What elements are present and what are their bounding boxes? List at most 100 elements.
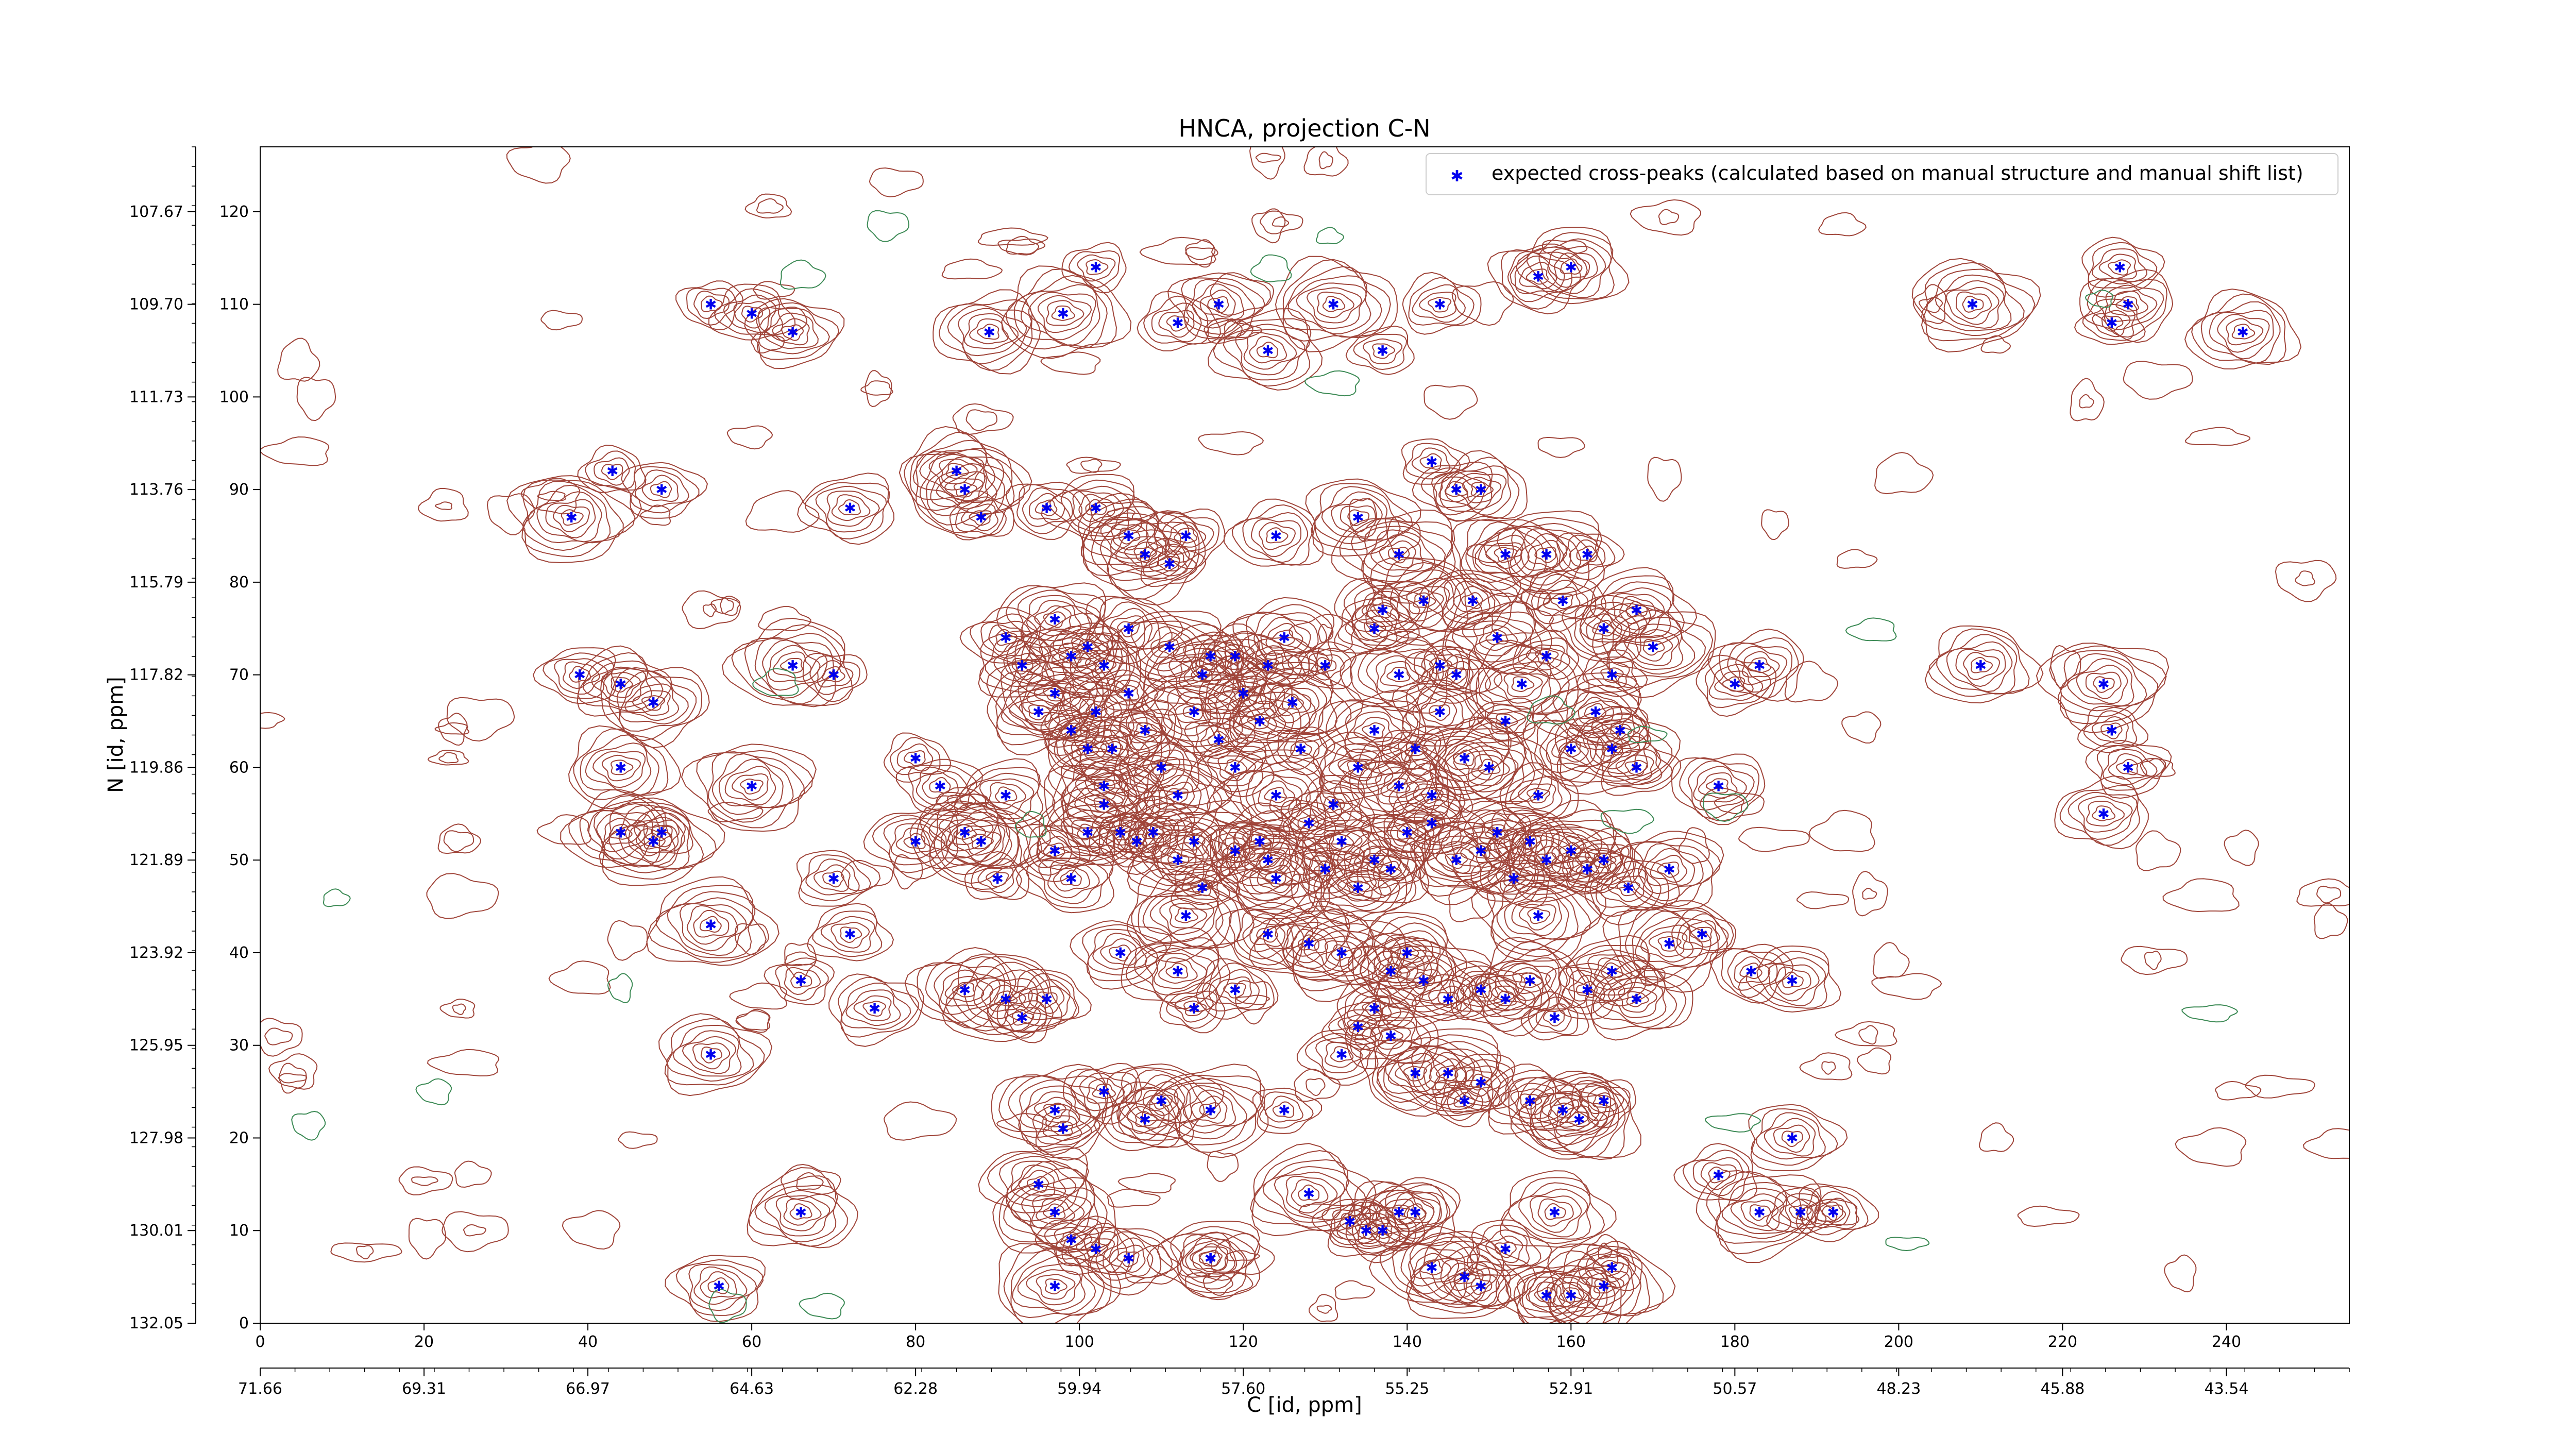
contour-line [1469,639,1579,725]
noise-contour [952,403,1014,435]
contour-line [681,744,817,832]
contour-line [1340,631,1449,714]
contour-line [1113,730,1213,801]
noise-contour [411,1176,438,1186]
contour-line [822,870,844,888]
cross-peak-marker: ✱ [1098,778,1110,795]
cross-peak-marker: ✱ [1598,1278,1609,1295]
contour-line [1445,465,1512,516]
cross-peak-marker: ✱ [1713,1167,1724,1184]
cross-peak-marker: ✱ [1229,842,1241,859]
contour-line [1142,1088,1179,1116]
contour-line [762,639,828,691]
cross-peak-marker: ✱ [1057,306,1069,323]
contour-line [1751,1108,1838,1166]
contour-line [1380,1028,1404,1044]
contour-line [1692,1157,1744,1196]
cross-peak-marker: ✱ [1507,870,1519,887]
contour-line [805,482,890,539]
cross-peak-marker: ✱ [1032,704,1044,721]
cross-peak-marker: ✱ [1426,1259,1437,1276]
cross-peak-marker: ✱ [1606,667,1618,684]
contour-line [733,301,771,329]
contour-line [1232,700,1286,739]
contour-line [1042,1203,1066,1220]
noise-contour [1198,431,1264,455]
noise-contour [1207,1151,1239,1182]
contour-line [1142,544,1198,581]
noise-contour [1251,208,1286,244]
contour-line [1419,291,1457,318]
contour-line [632,690,671,716]
contour-line [1068,250,1121,289]
contour-line [1133,547,1157,563]
contour-line [1151,842,1204,881]
contour-line [1590,581,1674,638]
x-tick-label: 140 [1393,1333,1422,1351]
contour-line [1612,593,1665,631]
contour-line [1086,259,1109,275]
contour-line [1781,1131,1803,1148]
contour-line [976,324,999,340]
contour-line [1567,835,1635,886]
contour-line [988,624,1025,653]
contour-line [1435,722,1545,804]
contour-line [1127,800,1252,893]
contour-line [1518,903,1556,931]
noise-contour [443,830,474,852]
noise-contour [1808,809,1875,852]
cross-peak-marker: ✱ [827,667,839,684]
contour-line [1616,880,1640,897]
cross-peak-marker: ✱ [1565,740,1577,757]
noise-contour [260,1018,303,1057]
contour-line [1184,717,1256,764]
cross-peak-marker: ✱ [1589,704,1601,721]
contour-line [959,606,1043,665]
contour-line [2115,296,2139,312]
contour-line [1511,829,1548,857]
negative-contour [1315,227,1344,245]
contour-line [1592,1255,1630,1283]
cross-peak-marker: ✱ [1377,602,1388,619]
contour-line [707,1277,730,1294]
cross-peak-marker: ✱ [1188,704,1200,721]
cross-peak-marker: ✱ [1713,778,1724,795]
contour-line [1619,837,1721,907]
contour-line [679,903,748,952]
contour-line [624,683,680,721]
contour-line [1357,648,1437,708]
contour-line [1318,736,1404,794]
contour-line [1070,694,1122,733]
contour-line [764,957,835,1005]
contour-line [1534,546,1556,563]
contour-line [883,818,954,866]
cross-peak-marker: ✱ [1295,740,1307,757]
contour-line [641,695,665,711]
noise-contour [1260,210,1303,234]
contour-line [1149,894,1218,942]
contour-line [1204,837,1335,926]
noise-contour [1318,623,1334,643]
contour-line [1146,1220,1261,1298]
noise-contour [548,960,611,995]
contour-line [945,816,1012,867]
contour-line [1519,972,1543,988]
negative-contour [2084,290,2114,308]
cross-peak-marker: ✱ [1344,1213,1355,1230]
contour-line [1551,836,1590,863]
contour-line [1495,713,1518,730]
cross-peak-marker: ✱ [1606,1259,1618,1276]
cross-peak-marker: ✱ [1393,667,1405,684]
cross-peak-marker: ✱ [606,463,618,480]
contour-line [1624,629,1680,666]
cross-peak-marker: ✱ [1475,1074,1487,1091]
contour-line [896,743,934,772]
contour-line [545,499,596,538]
cross-peak-marker: ✱ [1540,852,1552,869]
contour-line [1618,906,1728,989]
noise-contour [536,814,592,845]
contour-line [1290,739,1312,756]
contour-line [926,455,1006,516]
contour-line [1209,969,1260,1009]
